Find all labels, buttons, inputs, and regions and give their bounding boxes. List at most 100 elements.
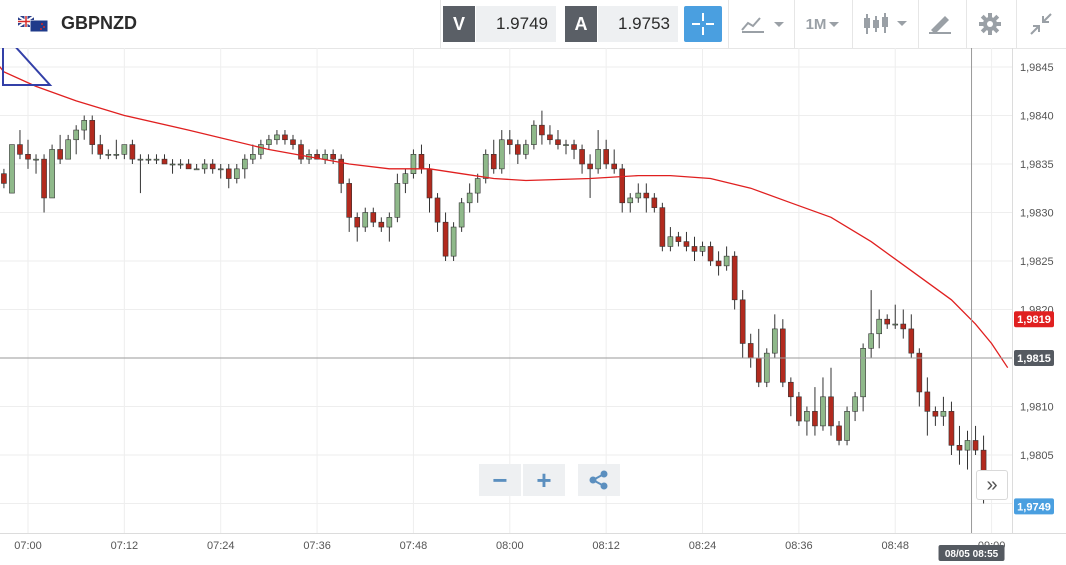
candle	[290, 134, 296, 150]
candle	[595, 130, 601, 174]
sell-label[interactable]: V	[443, 6, 475, 42]
toolbar: GBPNZD V 1.9749 A 1.9753 1M	[0, 0, 1066, 49]
candle-body-down	[603, 149, 609, 165]
toolbar-divider	[966, 0, 967, 48]
candle-body-up	[876, 318, 882, 335]
drawing-tool-icon	[929, 16, 951, 34]
candle	[771, 314, 778, 358]
candle-body-up	[458, 202, 465, 228]
candle	[153, 154, 160, 164]
candle	[169, 159, 176, 174]
buy-price[interactable]: 1.9753	[598, 6, 678, 42]
candle-body-down	[41, 158, 47, 199]
candle	[884, 314, 891, 329]
crosshair-button[interactable]	[684, 6, 722, 42]
candle-body-down	[25, 154, 31, 160]
time-tick-label: 08:36	[785, 540, 813, 552]
candle-body-down	[683, 241, 690, 247]
candle-body-up	[723, 255, 730, 267]
candle	[804, 406, 810, 436]
sell-price[interactable]: 1.9749	[476, 6, 556, 42]
toolbar-divider	[440, 0, 441, 48]
candle-body-up	[394, 183, 401, 218]
candle	[113, 139, 120, 160]
candle-body-down	[354, 217, 361, 228]
candle	[121, 144, 128, 160]
time-marker: 08/05 08:55	[938, 545, 1005, 561]
candle-body-down	[715, 260, 722, 267]
candle-body-down	[282, 134, 288, 141]
candle-body-up	[964, 440, 971, 451]
candle-body-down	[884, 318, 891, 325]
candle-body-up	[9, 144, 15, 194]
candle-body-down	[314, 154, 320, 160]
time-marker-box	[938, 545, 1005, 561]
candle	[611, 149, 617, 174]
scroll-to-end-icon: »	[986, 473, 998, 496]
candle	[539, 110, 545, 145]
candle	[258, 139, 264, 160]
candle	[956, 425, 963, 465]
gear-icon	[979, 13, 1001, 35]
candle	[274, 130, 280, 145]
zoom-in-button[interactable]: +	[523, 464, 565, 496]
candle-style-button[interactable]	[860, 6, 912, 42]
candle-body-up	[595, 149, 601, 170]
candle	[796, 391, 802, 426]
candle	[217, 164, 224, 179]
candle-body-up	[771, 328, 778, 354]
candle	[523, 139, 529, 160]
candle	[378, 217, 385, 232]
price-marker-box	[1014, 311, 1054, 328]
price-tick-label: 1,9805	[1020, 450, 1054, 462]
candle	[89, 115, 96, 155]
candle	[482, 149, 489, 184]
candle	[675, 231, 682, 247]
candle	[346, 178, 353, 232]
chart-type-button[interactable]	[738, 6, 788, 42]
price-tick-label: 1,9835	[1020, 159, 1054, 171]
settings-button[interactable]	[972, 6, 1008, 42]
candle	[474, 173, 481, 203]
drawing-tools-button[interactable]	[922, 6, 958, 42]
candle	[338, 154, 344, 194]
toolbar-divider	[918, 0, 919, 48]
candle-body-down	[587, 163, 593, 170]
price-marker-box	[1014, 350, 1054, 366]
candle-body-down	[161, 158, 168, 165]
scroll-to-end-button[interactable]: »	[976, 470, 1008, 500]
candle-body-up	[699, 246, 706, 252]
candle	[908, 314, 915, 358]
candle	[932, 406, 939, 426]
candle	[643, 183, 650, 213]
candle-body-down	[643, 192, 650, 199]
chart-type-icon	[741, 17, 784, 33]
buy-label[interactable]: A	[565, 6, 597, 42]
candle-body-up	[169, 163, 176, 166]
candle-body-down	[707, 246, 714, 262]
candle-body-up	[804, 411, 810, 422]
drawn-triangle[interactable]	[2, 48, 53, 86]
candle-body-down	[924, 391, 931, 412]
zoom-out-button[interactable]: −	[479, 464, 521, 496]
candle-body-down	[515, 144, 521, 155]
candle-body-up	[868, 333, 874, 349]
timeframe-button[interactable]: 1M	[800, 6, 846, 42]
collapse-button[interactable]	[1024, 6, 1058, 42]
candle	[852, 391, 858, 422]
candle-body-down	[747, 343, 754, 359]
candle	[81, 115, 88, 140]
collapse-icon	[1030, 13, 1052, 35]
candlestick-chart[interactable]: 1,98451,98401,98351,98301,98251,98201,98…	[0, 48, 1066, 565]
toolbar-divider	[794, 0, 795, 48]
candle	[394, 173, 401, 223]
candle-body-down	[370, 212, 377, 223]
candle-body-up	[242, 158, 248, 170]
candle-body-down	[490, 154, 497, 170]
candle	[667, 227, 674, 252]
candle	[892, 304, 899, 329]
candle-body-up	[153, 158, 160, 161]
candle	[185, 159, 192, 170]
share-button[interactable]	[578, 464, 620, 496]
candle-body-up	[65, 139, 71, 160]
